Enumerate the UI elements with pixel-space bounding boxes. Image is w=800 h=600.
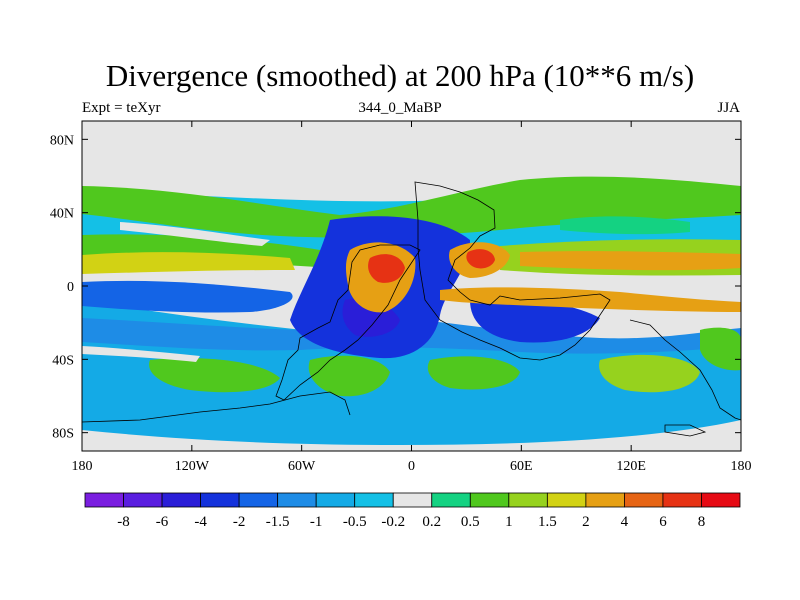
contour-sh-green-australia	[599, 354, 700, 393]
map-panel: 180 120W 60W 0 60E 120E 180 80N 40N 0 40S 80S	[50, 120, 752, 474]
x-tick-label-3: 0	[408, 459, 415, 474]
colorbar-box-1	[123, 492, 163, 508]
contour-sh-green-indian	[427, 356, 520, 390]
colorbar-label-6: -0.5	[343, 514, 367, 530]
contour-equatorial-blue-west	[82, 280, 293, 313]
contour-blue-indian	[470, 298, 600, 343]
season-label: JJA	[717, 100, 740, 116]
colorbar-box-7	[354, 492, 394, 508]
colorbar-label-14: 6	[659, 514, 667, 530]
y-tick-label-3: 40S	[52, 353, 74, 368]
colorbar-box-9	[431, 492, 471, 508]
contour-band-tropical-orange-east	[520, 251, 741, 271]
colorbar-box-10	[469, 492, 510, 508]
contour-sh-green-atlantic	[308, 355, 390, 397]
colorbar-box-4	[238, 492, 279, 508]
contour-band-tropical-orange-west	[82, 252, 295, 274]
colorbar-label-1: -6	[156, 514, 169, 530]
y-tick-label-0: 80N	[50, 133, 74, 148]
colorbar-label-10: 1	[505, 514, 513, 530]
x-tick-label-6: 180	[731, 459, 752, 474]
colorbar-label-11: 1.5	[538, 514, 557, 530]
contour-sh-green-east	[700, 327, 741, 371]
x-tick-label-4: 60E	[510, 459, 533, 474]
y-tick-label-1: 40N	[50, 207, 74, 222]
divergence-field	[82, 176, 741, 445]
x-tick-label-1: 120W	[175, 459, 210, 474]
colorbar-label-5: -1	[310, 514, 323, 530]
colorbar-box-2	[161, 492, 201, 508]
colorbar-label-15: 8	[698, 514, 706, 530]
x-tick-label-2: 60W	[288, 459, 316, 474]
contour-sh-green-pacific	[149, 358, 280, 393]
y-tick-label-2: 0	[67, 280, 74, 295]
colorbar-label-3: -2	[233, 514, 246, 530]
coastline-africa	[414, 181, 611, 361]
experiment-label: Expt = teXyr	[82, 100, 161, 116]
y-tick-label-4: 80S	[52, 427, 74, 442]
coastline-antarctic-island	[664, 424, 707, 437]
contour-max-africa-core	[368, 254, 405, 283]
colorbar-label-7: -0.2	[381, 514, 405, 530]
longitude-axis: 180 120W 60W 0 60E 120E 180	[72, 121, 752, 474]
colorbar: -8 -6 -4 -2 -1.5 -1 -0.5 -0.2 0.2 0.5 1 1.5 2 4 6 8	[84, 492, 741, 530]
colorbar-box-5	[277, 492, 317, 508]
colorbar-label-0: -8	[117, 514, 130, 530]
latitude-axis: 80N 40N 0 40S 80S	[50, 133, 741, 442]
colorbar-box-12	[546, 492, 587, 508]
contour-neutral-gap-nh	[120, 222, 270, 246]
contour-orange-equator	[440, 287, 741, 312]
colorbar-box-6	[315, 492, 356, 508]
colorbar-box-8	[392, 492, 433, 508]
colorbar-label-4: -1.5	[266, 514, 290, 530]
colorbar-label-9: 0.5	[461, 514, 480, 530]
coastline-australia	[629, 319, 741, 421]
contour-nh-green-east	[560, 216, 690, 235]
plot-title: Divergence (smoothed) at 200 hPa (10**6 …	[105, 58, 695, 93]
x-tick-label-0: 180	[72, 459, 93, 474]
colorbar-box-16	[701, 492, 741, 508]
case-label: 344_0_MaBP	[358, 100, 442, 116]
coastlines	[82, 181, 741, 437]
colorbar-box-14	[624, 492, 664, 508]
contour-max-asia-core	[466, 249, 495, 269]
colorbar-label-13: 4	[621, 514, 629, 530]
colorbar-box-0	[84, 492, 124, 508]
colorbar-box-3	[200, 492, 240, 508]
x-tick-label-5: 120E	[616, 459, 646, 474]
colorbar-label-12: 2	[582, 514, 590, 530]
colorbar-box-15	[662, 492, 702, 508]
colorbar-box-11	[508, 492, 548, 508]
contour-neutral-gap-sh	[82, 346, 200, 362]
colorbar-box-13	[585, 492, 625, 508]
coastline-antarctica	[82, 391, 351, 423]
colorbar-label-8: 0.2	[422, 514, 441, 530]
colorbar-label-2: -4	[194, 514, 207, 530]
